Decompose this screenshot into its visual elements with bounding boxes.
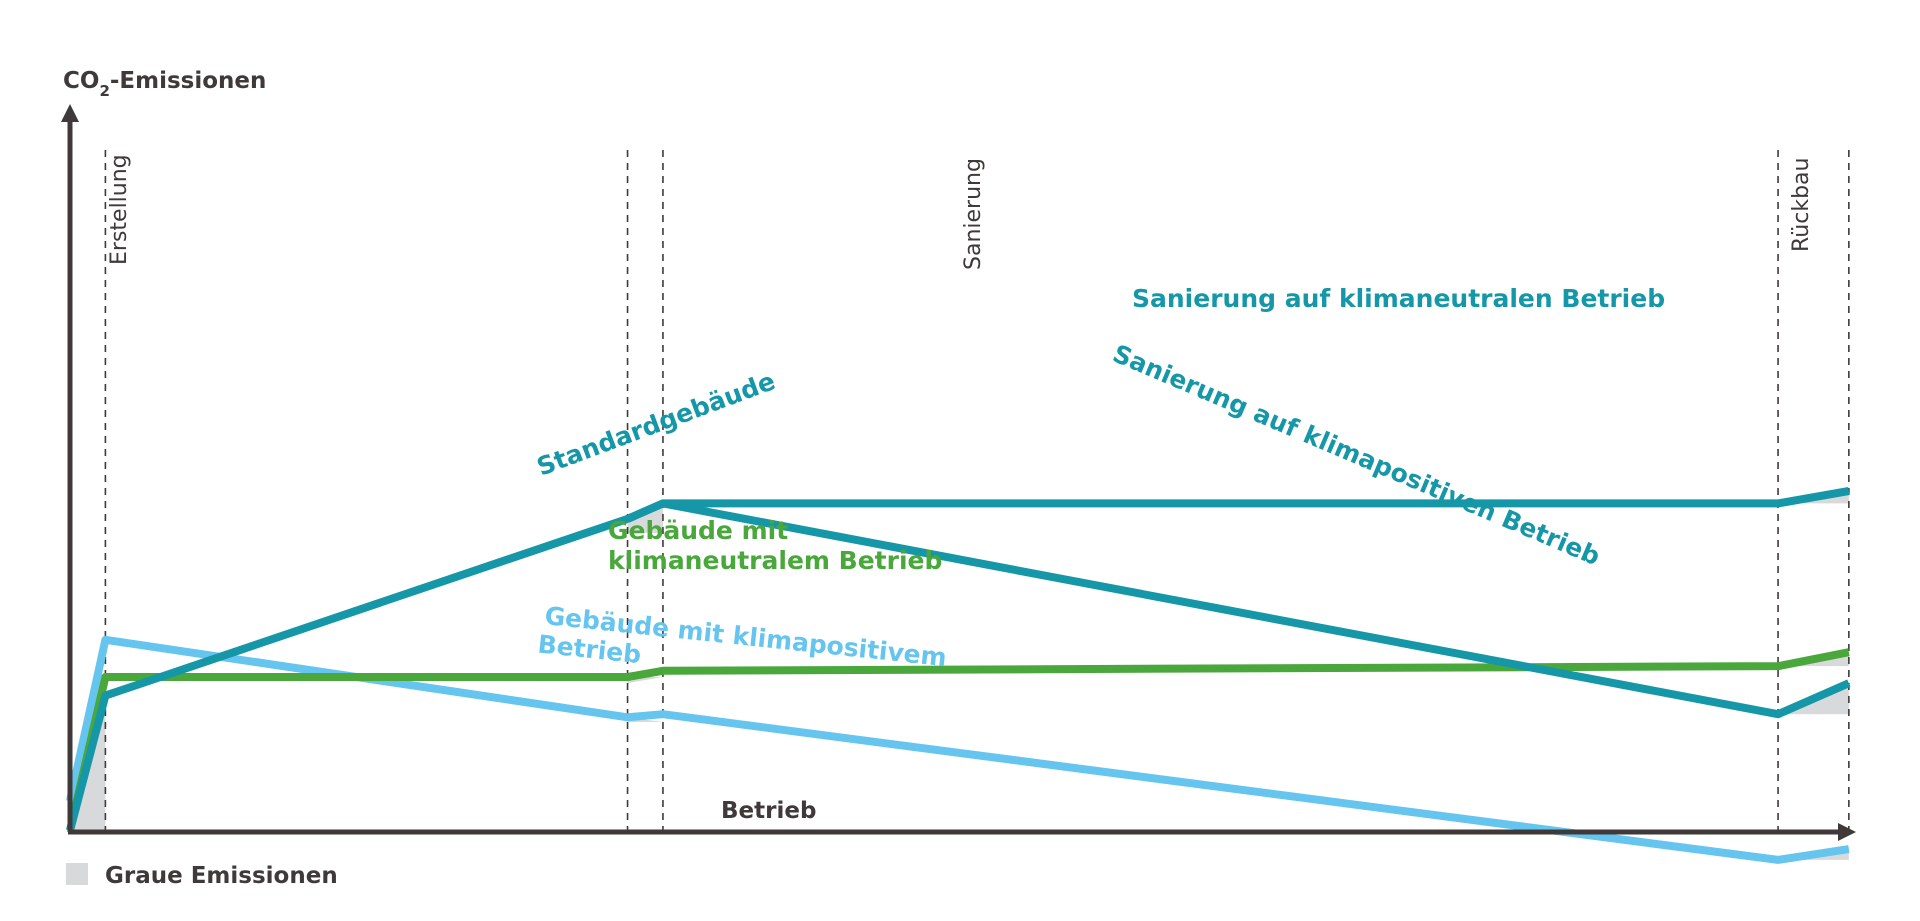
- series-line-positiv: [66, 635, 1850, 864]
- x-axis-arrow-icon: [1838, 823, 1856, 841]
- series-lines: [66, 487, 1851, 864]
- y-axis-arrow-icon: [61, 104, 79, 122]
- y-axis-title-sub: 2: [99, 82, 109, 100]
- phase-label-sanierung: Sanierung: [961, 158, 986, 270]
- y-axis-title-rest: -Emissionen: [110, 68, 267, 94]
- series-label-sanierung-klimaneutral: Sanierung auf klimaneutralen Betrieb: [1132, 284, 1665, 313]
- series-label-klimaneutral: Gebäude mit klimaneutralem Betrieb: [608, 516, 942, 575]
- y-axis-title: CO2-Emissionen: [63, 68, 266, 100]
- axes: [61, 104, 1856, 841]
- series-line-standard: [66, 515, 629, 832]
- y-axis-title-main: CO: [63, 68, 99, 94]
- x-axis-title: Betrieb: [721, 798, 816, 824]
- phase-label-erstellung: Erstellung: [107, 154, 132, 265]
- legend: Graue Emissionen: [66, 863, 338, 889]
- series-line-san-neutral: [625, 487, 1850, 523]
- legend-swatch-grey: [66, 863, 88, 885]
- series-label-klimaneutral-line-1: Gebäude mit: [608, 516, 788, 545]
- series-label-klimaneutral-line-2: klimaneutralem Betrieb: [608, 546, 942, 575]
- legend-label-grey-emissions: Graue Emissionen: [105, 863, 338, 889]
- phase-label-rueckbau: Rückbau: [1789, 158, 1814, 252]
